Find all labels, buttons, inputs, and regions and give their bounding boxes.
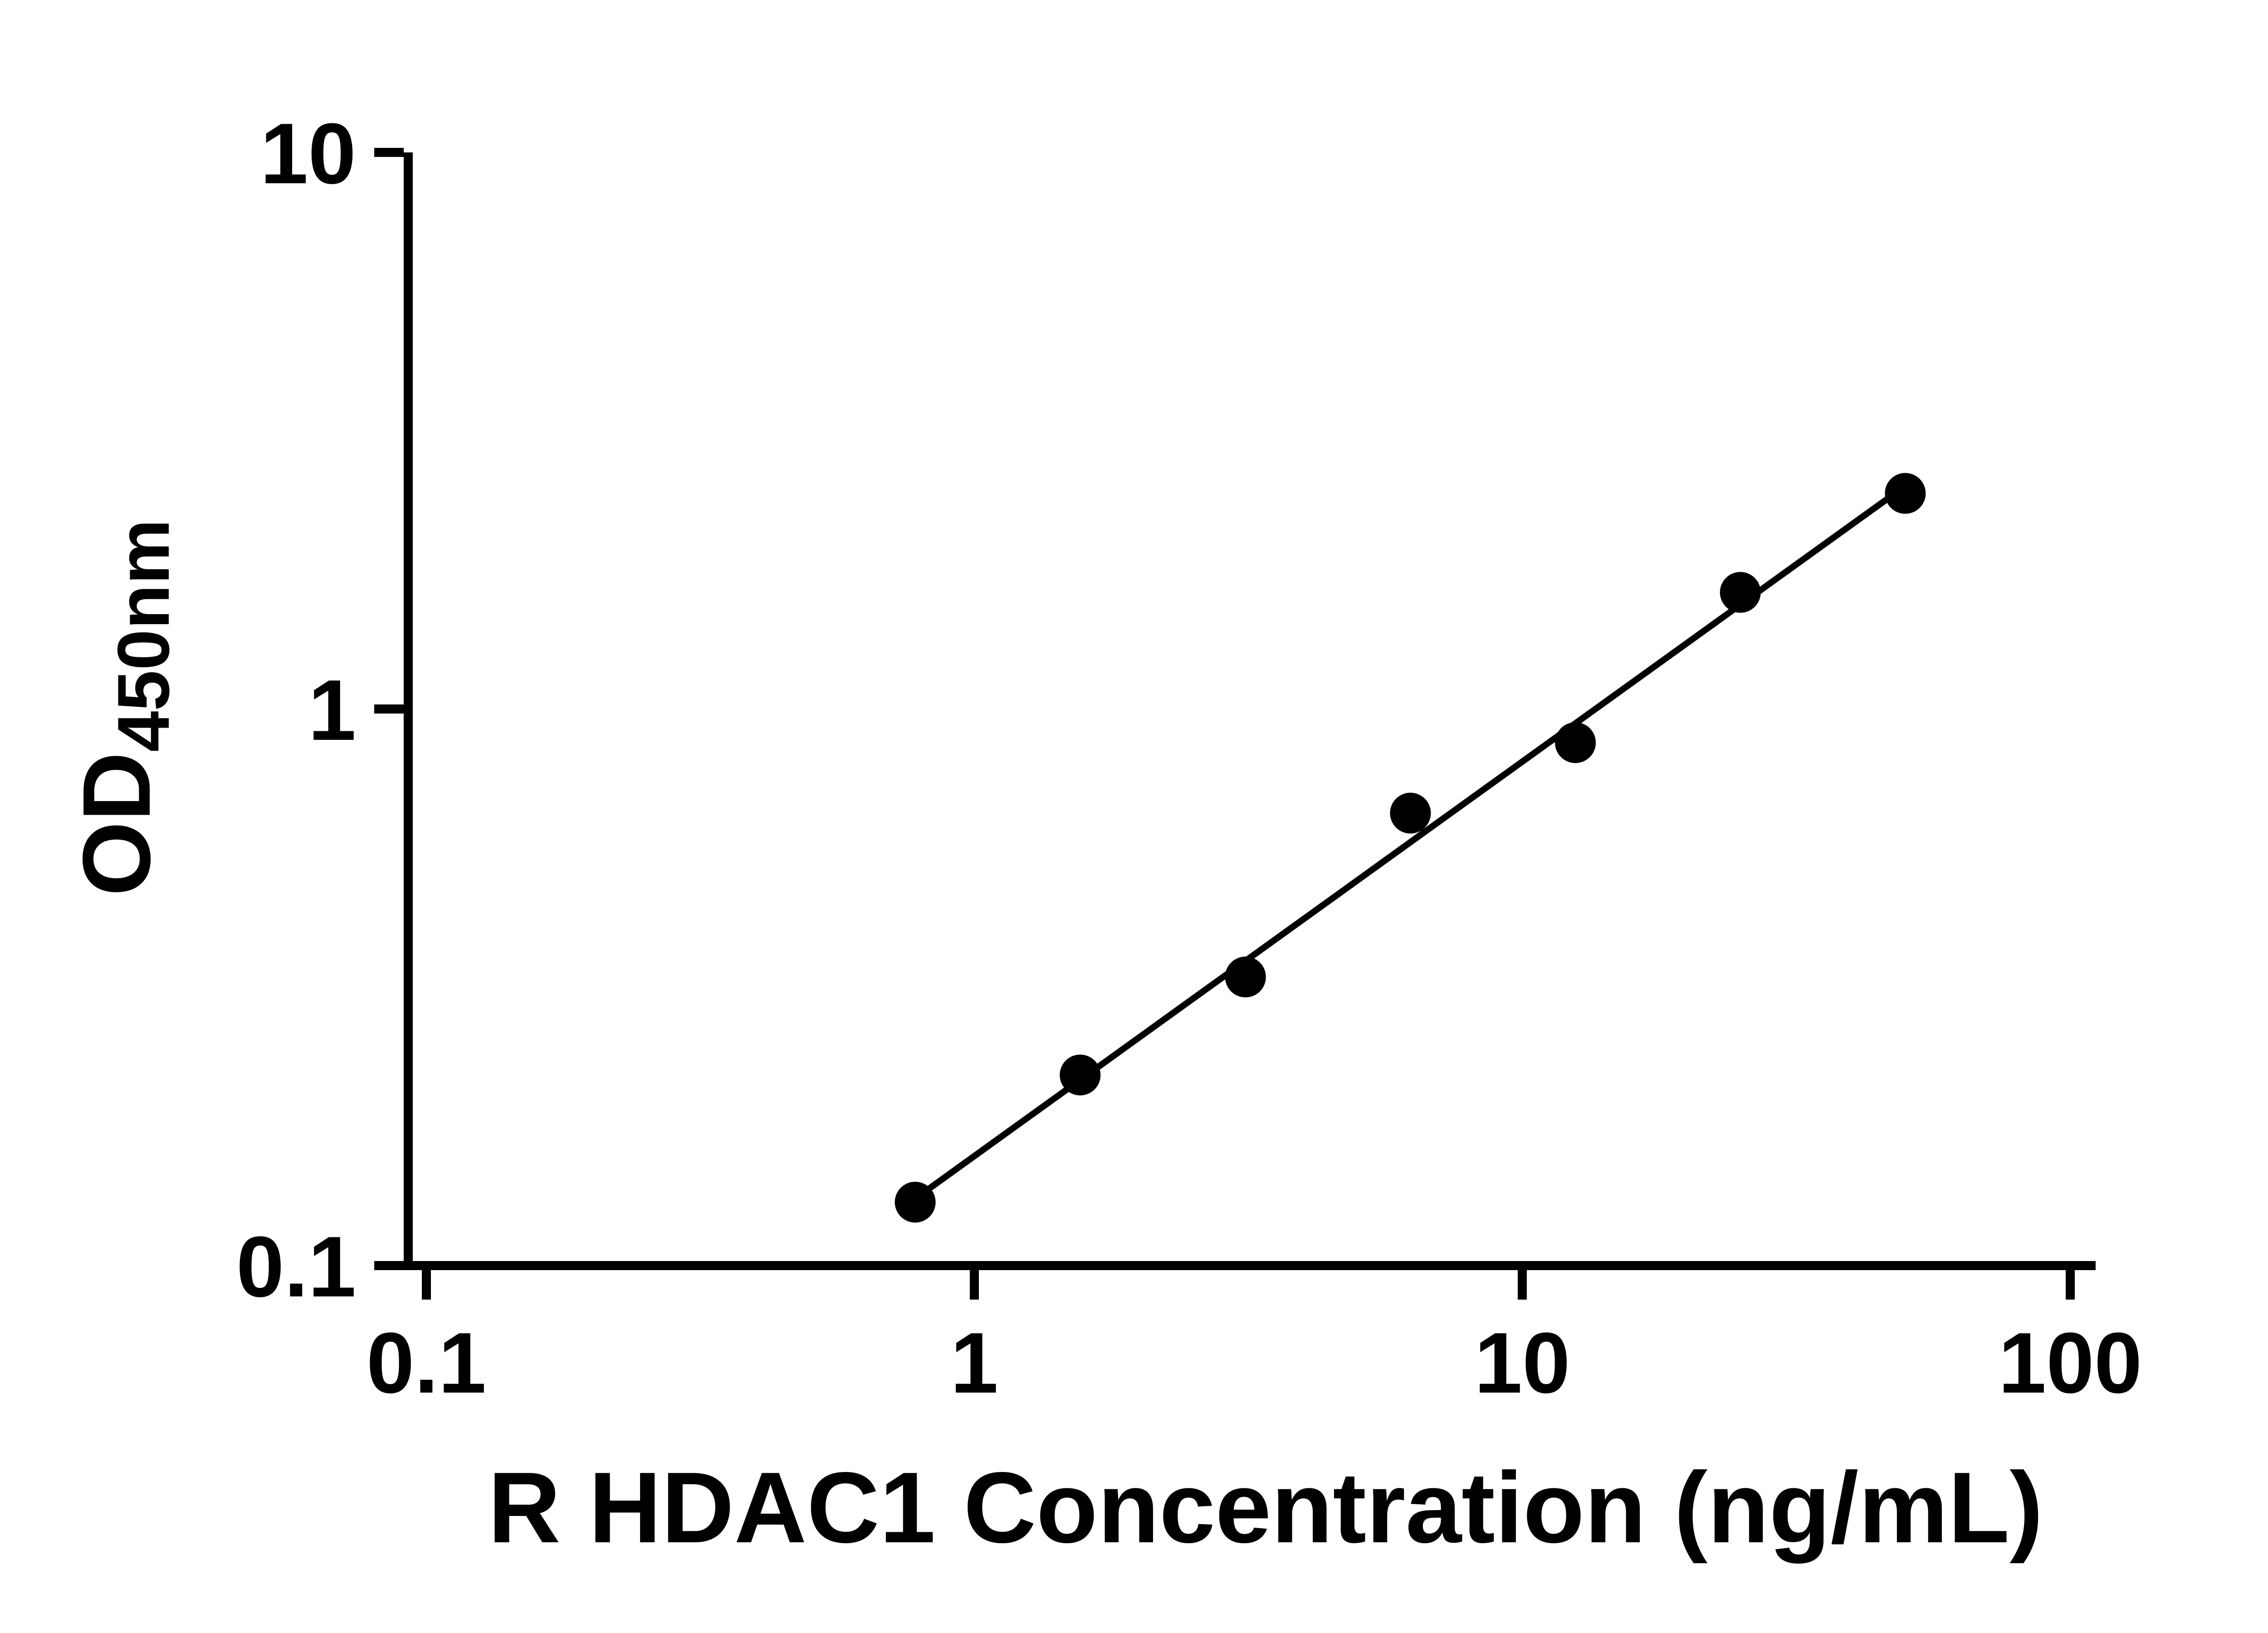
y-axis-title: OD450nm	[63, 519, 185, 896]
x-axis-tick-label: 0.1	[367, 1315, 486, 1411]
x-axis-tick-label: 10	[1474, 1315, 1570, 1411]
x-axis-title: R HDAC1 Concentration (ng/mL)	[488, 1452, 2043, 1564]
x-axis-tick-label: 100	[1998, 1315, 2142, 1411]
data-point	[1555, 722, 1596, 763]
y-axis-tick-label: 10	[260, 106, 356, 202]
trend-line	[913, 483, 1907, 1202]
data-point	[1720, 572, 1761, 613]
y-axis-tick-label: 1	[308, 662, 356, 758]
y-axis-title-main: OD	[63, 752, 170, 896]
y-axis-tick-label: 0.1	[236, 1219, 356, 1315]
y-axis-title-sub: 450nm	[103, 519, 185, 752]
x-axis-tick-label: 1	[950, 1315, 998, 1411]
data-point	[1885, 473, 1926, 514]
data-point	[1390, 792, 1431, 834]
